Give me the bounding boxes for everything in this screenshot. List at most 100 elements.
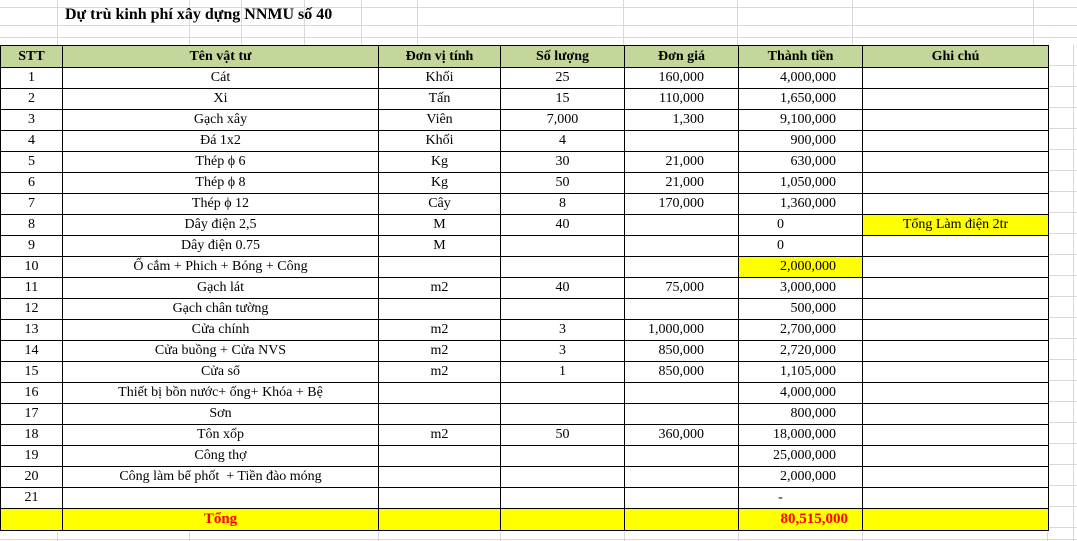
cell-name[interactable]: Thép ϕ 8 bbox=[62, 172, 379, 194]
total-cell-price[interactable] bbox=[624, 508, 739, 531]
cell-unit[interactable] bbox=[378, 298, 501, 320]
cell-qty[interactable]: 40 bbox=[500, 277, 625, 299]
cell-total[interactable]: 630,000 bbox=[738, 151, 863, 173]
cell-price[interactable]: 1,000,000 bbox=[624, 319, 739, 341]
cell-stt[interactable]: 17 bbox=[0, 403, 63, 425]
cell-total[interactable]: 1,650,000 bbox=[738, 88, 863, 110]
cell-qty[interactable]: 3 bbox=[500, 340, 625, 362]
cell-unit[interactable]: m2 bbox=[378, 319, 501, 341]
cell-unit[interactable] bbox=[378, 466, 501, 488]
cell-name[interactable]: Gạch lát bbox=[62, 277, 379, 299]
cell-note[interactable] bbox=[862, 256, 1049, 278]
cell-price[interactable]: 170,000 bbox=[624, 193, 739, 215]
col-header-name[interactable]: Tên vật tư bbox=[62, 45, 379, 68]
cell-unit[interactable]: Cây bbox=[378, 193, 501, 215]
cell-qty[interactable]: 3 bbox=[500, 319, 625, 341]
cell-unit[interactable]: Kg bbox=[378, 151, 501, 173]
cell-price[interactable] bbox=[624, 214, 739, 236]
cell-stt[interactable]: 4 bbox=[0, 130, 63, 152]
cell-stt[interactable]: 14 bbox=[0, 340, 63, 362]
cell-qty[interactable]: 4 bbox=[500, 130, 625, 152]
cell-name[interactable]: Sơn bbox=[62, 403, 379, 425]
cell-name[interactable]: Thép ϕ 6 bbox=[62, 151, 379, 173]
cell-stt[interactable]: 20 bbox=[0, 466, 63, 488]
cell-unit[interactable] bbox=[378, 382, 501, 404]
cell-name[interactable]: Thiết bị bồn nước+ ống+ Khóa + Bệ bbox=[62, 382, 379, 404]
cell-name[interactable]: Cửa chính bbox=[62, 319, 379, 341]
col-header-total[interactable]: Thành tiền bbox=[738, 45, 863, 68]
cell-stt[interactable]: 10 bbox=[0, 256, 63, 278]
cell-total[interactable]: 1,105,000 bbox=[738, 361, 863, 383]
cell-price[interactable] bbox=[624, 382, 739, 404]
cell-note[interactable] bbox=[862, 67, 1049, 89]
cell-price[interactable]: 21,000 bbox=[624, 151, 739, 173]
cell-total[interactable]: 0 bbox=[738, 214, 863, 236]
cell-stt[interactable]: 9 bbox=[0, 235, 63, 257]
cell-price[interactable]: 360,000 bbox=[624, 424, 739, 446]
cell-name[interactable]: Tôn xốp bbox=[62, 424, 379, 446]
cell-note[interactable] bbox=[862, 298, 1049, 320]
cell-qty[interactable] bbox=[500, 466, 625, 488]
cell-qty[interactable] bbox=[500, 403, 625, 425]
cell-total[interactable]: 1,360,000 bbox=[738, 193, 863, 215]
cell-total[interactable]: 2,700,000 bbox=[738, 319, 863, 341]
cell-qty[interactable] bbox=[500, 487, 625, 509]
total-cell-unit[interactable] bbox=[378, 508, 501, 531]
cell-stt[interactable]: 12 bbox=[0, 298, 63, 320]
cell-note[interactable] bbox=[862, 361, 1049, 383]
cell-stt[interactable]: 5 bbox=[0, 151, 63, 173]
cell-total[interactable]: 800,000 bbox=[738, 403, 863, 425]
cell-price[interactable] bbox=[624, 298, 739, 320]
cell-price[interactable]: 850,000 bbox=[624, 340, 739, 362]
cell-unit[interactable]: Tấn bbox=[378, 88, 501, 110]
cell-stt[interactable]: 3 bbox=[0, 109, 63, 131]
cell-price[interactable] bbox=[624, 130, 739, 152]
cell-stt[interactable]: 1 bbox=[0, 67, 63, 89]
cell-price[interactable] bbox=[624, 256, 739, 278]
cell-name[interactable]: Ổ cắm + Phich + Bóng + Công bbox=[62, 256, 379, 278]
cell-price[interactable] bbox=[624, 403, 739, 425]
cell-total[interactable]: 2,000,000 bbox=[738, 466, 863, 488]
cell-price[interactable] bbox=[624, 466, 739, 488]
col-header-qty[interactable]: Số lượng bbox=[500, 45, 625, 68]
cell-note[interactable] bbox=[862, 109, 1049, 131]
cell-total[interactable]: 9,100,000 bbox=[738, 109, 863, 131]
cell-note[interactable] bbox=[862, 403, 1049, 425]
cell-stt[interactable]: 11 bbox=[0, 277, 63, 299]
cell-note[interactable] bbox=[862, 193, 1049, 215]
cell-note[interactable] bbox=[862, 487, 1049, 509]
cell-total[interactable]: 2,720,000 bbox=[738, 340, 863, 362]
cell-unit[interactable]: M bbox=[378, 235, 501, 257]
total-amount-cell[interactable]: 80,515,000 bbox=[738, 508, 863, 531]
cell-unit[interactable] bbox=[378, 487, 501, 509]
col-header-unit[interactable]: Đơn vị tính bbox=[378, 45, 501, 68]
cell-note[interactable] bbox=[862, 88, 1049, 110]
cell-name[interactable]: Cửa sổ bbox=[62, 361, 379, 383]
cell-note[interactable] bbox=[862, 319, 1049, 341]
total-cell-note[interactable] bbox=[862, 508, 1049, 531]
cell-name[interactable]: Thép ϕ 12 bbox=[62, 193, 379, 215]
cell-total[interactable]: 900,000 bbox=[738, 130, 863, 152]
cell-price[interactable] bbox=[624, 487, 739, 509]
cell-price[interactable]: 160,000 bbox=[624, 67, 739, 89]
cell-note[interactable] bbox=[862, 151, 1049, 173]
cell-price[interactable]: 75,000 bbox=[624, 277, 739, 299]
cell-stt[interactable]: 13 bbox=[0, 319, 63, 341]
cell-stt[interactable]: 21 bbox=[0, 487, 63, 509]
cell-total[interactable]: 25,000,000 bbox=[738, 445, 863, 467]
cell-total[interactable]: 3,000,000 bbox=[738, 277, 863, 299]
cell-unit[interactable]: M bbox=[378, 214, 501, 236]
cell-total[interactable]: 4,000,000 bbox=[738, 382, 863, 404]
cell-name[interactable]: Đá 1x2 bbox=[62, 130, 379, 152]
cell-qty[interactable]: 40 bbox=[500, 214, 625, 236]
cell-stt[interactable]: 7 bbox=[0, 193, 63, 215]
cell-unit[interactable]: m2 bbox=[378, 277, 501, 299]
cell-price[interactable] bbox=[624, 445, 739, 467]
cell-total[interactable]: 1,050,000 bbox=[738, 172, 863, 194]
cell-note[interactable] bbox=[862, 130, 1049, 152]
cell-stt[interactable]: 2 bbox=[0, 88, 63, 110]
cell-qty[interactable] bbox=[500, 445, 625, 467]
cell-price[interactable] bbox=[624, 235, 739, 257]
cell-unit[interactable]: m2 bbox=[378, 340, 501, 362]
cell-unit[interactable] bbox=[378, 445, 501, 467]
